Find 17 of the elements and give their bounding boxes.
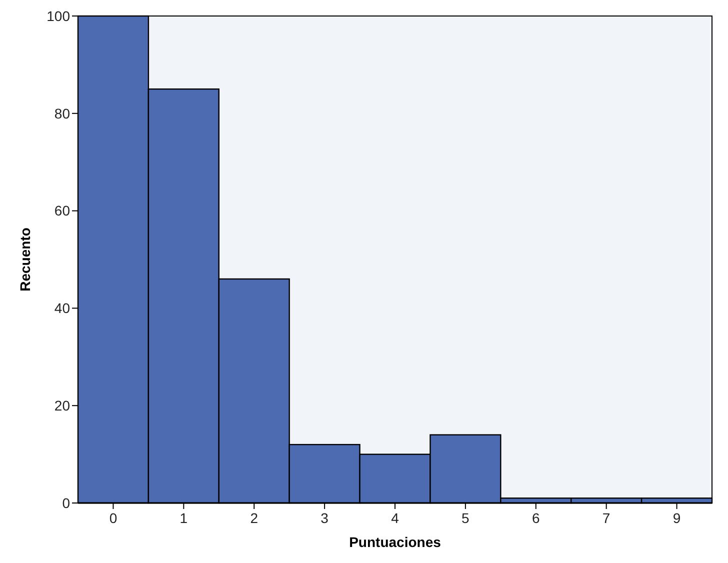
- x-tick-label: 1: [180, 510, 188, 526]
- y-tick-label: 20: [54, 398, 70, 414]
- x-axis-title: Puntuaciones: [349, 534, 442, 550]
- x-tick-label: 3: [320, 510, 329, 526]
- y-axis-title: Recuento: [17, 228, 33, 292]
- y-tick-label: 100: [46, 8, 70, 24]
- x-tick-label: 4: [391, 510, 400, 526]
- y-tick-label: 60: [54, 202, 70, 219]
- y-tick-label: 80: [54, 105, 70, 122]
- x-tick-label: 9: [672, 510, 681, 526]
- x-tick-label: 5: [462, 510, 470, 526]
- x-tick-label: 7: [602, 510, 610, 526]
- x-tick-label: 0: [109, 510, 118, 526]
- x-tick-label: 6: [532, 510, 540, 526]
- y-tick-label: 0: [62, 494, 70, 511]
- x-tick-label: 2: [250, 510, 258, 526]
- y-tick-label: 40: [54, 300, 70, 316]
